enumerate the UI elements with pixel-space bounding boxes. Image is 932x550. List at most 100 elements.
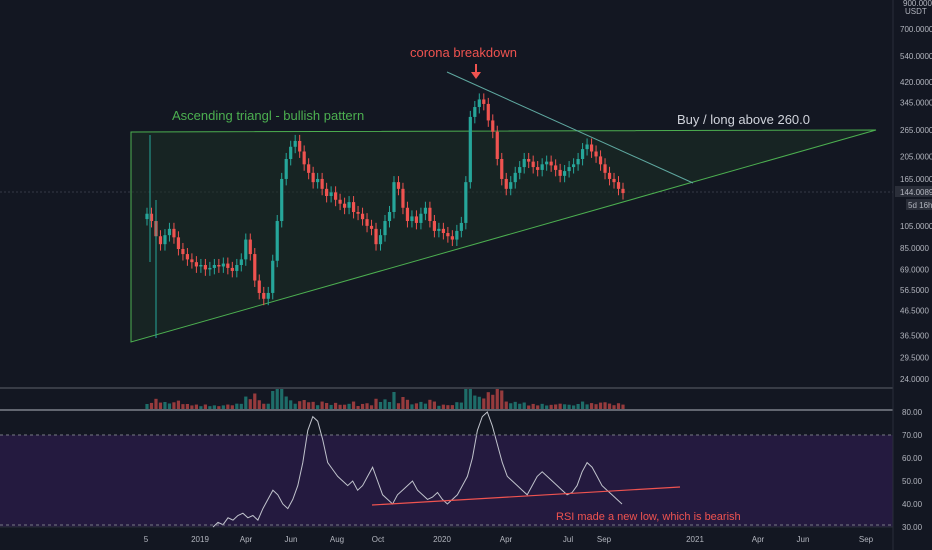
corona-breakdown-label: corona breakdown bbox=[410, 45, 517, 60]
candle-body bbox=[208, 267, 212, 270]
candle-body bbox=[185, 254, 190, 260]
volume-bar bbox=[607, 403, 612, 409]
volume-bar bbox=[477, 396, 481, 409]
volume-bar bbox=[518, 403, 522, 409]
candle-body bbox=[365, 219, 369, 226]
volume-bar bbox=[374, 398, 378, 409]
candle-body bbox=[378, 235, 383, 245]
price-tick-label: 345.0000 bbox=[900, 98, 932, 107]
candle-body bbox=[280, 178, 284, 222]
candle-body bbox=[536, 167, 540, 170]
candle-body bbox=[554, 165, 558, 170]
price-tick-label: 700.0000 bbox=[900, 25, 932, 34]
volume-bar bbox=[235, 403, 239, 409]
countdown-badge bbox=[906, 199, 932, 210]
candle-body bbox=[383, 221, 387, 236]
price-tick-label: 85.0000 bbox=[900, 244, 929, 253]
volume-bar bbox=[473, 395, 477, 409]
candle-body bbox=[320, 178, 324, 189]
price-tick-label: 205.0000 bbox=[900, 152, 932, 161]
volume-bar bbox=[567, 404, 571, 409]
volume-bar bbox=[589, 403, 594, 409]
candle-body bbox=[428, 207, 432, 222]
volume-bar bbox=[468, 389, 472, 409]
candle-body bbox=[307, 164, 311, 173]
volume-bar bbox=[428, 399, 432, 409]
volume-bar bbox=[594, 404, 598, 409]
volume-bar bbox=[257, 400, 261, 409]
volume-bar bbox=[576, 404, 580, 409]
volume-bar bbox=[302, 400, 306, 409]
candle-body bbox=[230, 267, 234, 271]
candle-body bbox=[468, 116, 472, 183]
candle-body bbox=[351, 202, 356, 212]
time-tick-label: Sep bbox=[859, 535, 874, 544]
candle-body bbox=[149, 213, 154, 222]
countdown-value: 5d 16h bbox=[908, 201, 932, 210]
volume-bar bbox=[351, 401, 356, 409]
candle-body bbox=[419, 213, 423, 223]
candle-body bbox=[576, 158, 580, 165]
price-tick-label: 56.5000 bbox=[900, 286, 929, 295]
candle-body bbox=[495, 131, 499, 159]
volume-bar bbox=[455, 402, 459, 409]
volume-bar bbox=[554, 404, 558, 409]
volume-bar bbox=[154, 398, 158, 409]
candle-body bbox=[603, 164, 607, 173]
candle-body bbox=[446, 233, 450, 237]
time-axis: 5 2019 Apr Jun Aug Oct 2020 Apr Jul Sep 2021 Apr Jun… bbox=[144, 535, 874, 544]
buy-long-label: Buy / long above 260.0 bbox=[677, 112, 810, 127]
candle-body bbox=[302, 151, 306, 165]
volume-bar bbox=[248, 399, 252, 409]
volume-bar bbox=[311, 401, 315, 409]
candle-body bbox=[235, 265, 239, 271]
rsi-trendline bbox=[371, 486, 681, 506]
candle-body bbox=[607, 172, 612, 179]
volume-bar bbox=[558, 403, 562, 409]
volume-bar bbox=[342, 404, 347, 409]
volume-bar bbox=[271, 391, 275, 409]
candle-body bbox=[253, 254, 257, 281]
volume-bar bbox=[495, 389, 499, 409]
volume-bar bbox=[527, 405, 531, 409]
last-price-value: 144.0089 bbox=[900, 188, 932, 197]
candle-body bbox=[549, 161, 553, 166]
volume-bar bbox=[536, 405, 540, 409]
candle-body bbox=[176, 237, 181, 250]
volume-bar bbox=[145, 404, 149, 409]
volume-bar bbox=[190, 405, 194, 409]
candle-body bbox=[423, 207, 428, 214]
rsi-tick-label: 40.00 bbox=[902, 500, 923, 509]
rsi-tick-label: 50.00 bbox=[902, 477, 923, 486]
volume-bar bbox=[163, 402, 167, 409]
candle-body bbox=[163, 235, 167, 245]
volume-bar bbox=[616, 403, 621, 409]
volume-bar bbox=[230, 405, 234, 409]
volume-bar bbox=[378, 402, 383, 409]
volume-bar bbox=[392, 392, 396, 409]
volume-bar bbox=[212, 405, 216, 409]
candle-body bbox=[311, 172, 315, 183]
volume-bar bbox=[369, 405, 374, 409]
volume-bar bbox=[486, 392, 490, 409]
volume-bar bbox=[320, 401, 324, 409]
price-tick-label: 36.5000 bbox=[900, 331, 929, 340]
volume-bar bbox=[383, 399, 387, 409]
volume-bar bbox=[221, 405, 225, 409]
candle-body bbox=[275, 221, 279, 261]
volume-bar bbox=[540, 403, 544, 409]
volume-bar bbox=[289, 400, 293, 409]
candle-body bbox=[387, 211, 392, 222]
candle-body bbox=[369, 225, 374, 229]
time-tick-label: Jun bbox=[285, 535, 298, 544]
rsi-axis: 80.00 70.00 60.00 50.00 40.00 30.00 bbox=[0, 408, 923, 532]
candle-body bbox=[612, 178, 616, 183]
candle-body bbox=[473, 107, 477, 117]
candle-body bbox=[374, 228, 378, 245]
volume-bar bbox=[482, 398, 486, 409]
volume-bar bbox=[244, 396, 248, 409]
axis-header-value: 900.0000 bbox=[903, 0, 932, 8]
volume-bar bbox=[572, 405, 576, 409]
candle-body bbox=[486, 103, 490, 121]
